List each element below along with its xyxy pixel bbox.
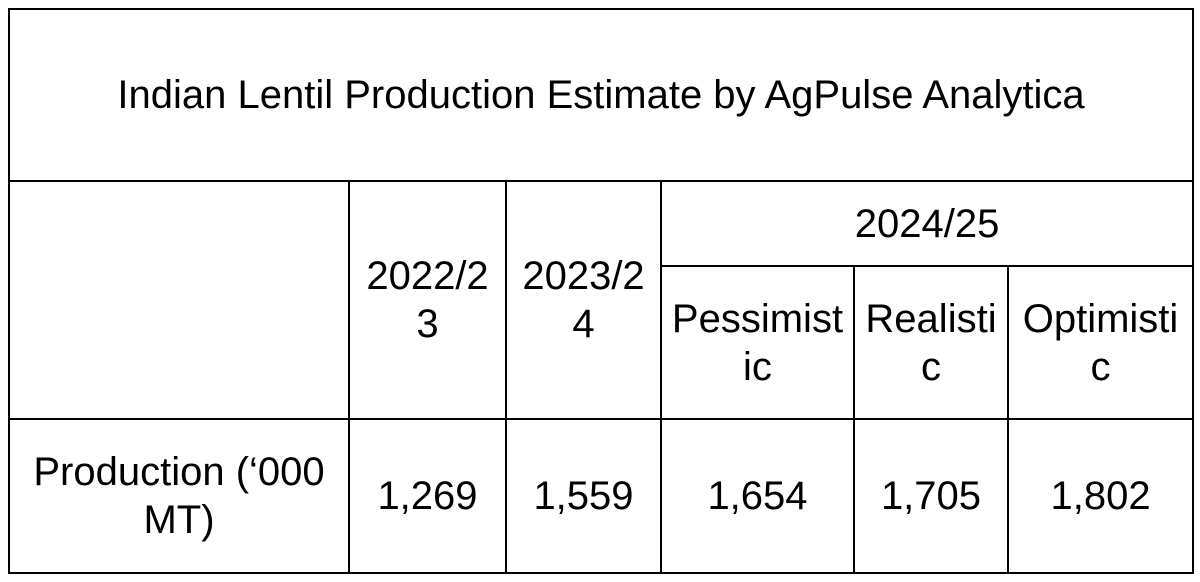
row-label: Production (‘000 MT) [8,418,350,574]
data-table: Indian Lentil Production Estimate by AgP… [7,8,1195,574]
value-cell: 1,269 [348,418,507,574]
value-cell: 1,654 [660,418,855,574]
value-cell: 1,559 [505,418,662,574]
table-title: Indian Lentil Production Estimate by AgP… [7,8,1195,182]
value-cell: 1,802 [1006,418,1195,574]
empty-header-cell [8,180,350,420]
scenario-header: Optimistic [1006,265,1195,420]
value-cell: 1,705 [853,418,1009,574]
year-header: 2023/24 [505,180,662,420]
year-header: 2024/25 [659,180,1195,267]
year-header: 2022/23 [348,180,507,420]
scenario-header: Pessimistic [660,265,855,420]
scenario-header: Realistic [853,265,1009,420]
